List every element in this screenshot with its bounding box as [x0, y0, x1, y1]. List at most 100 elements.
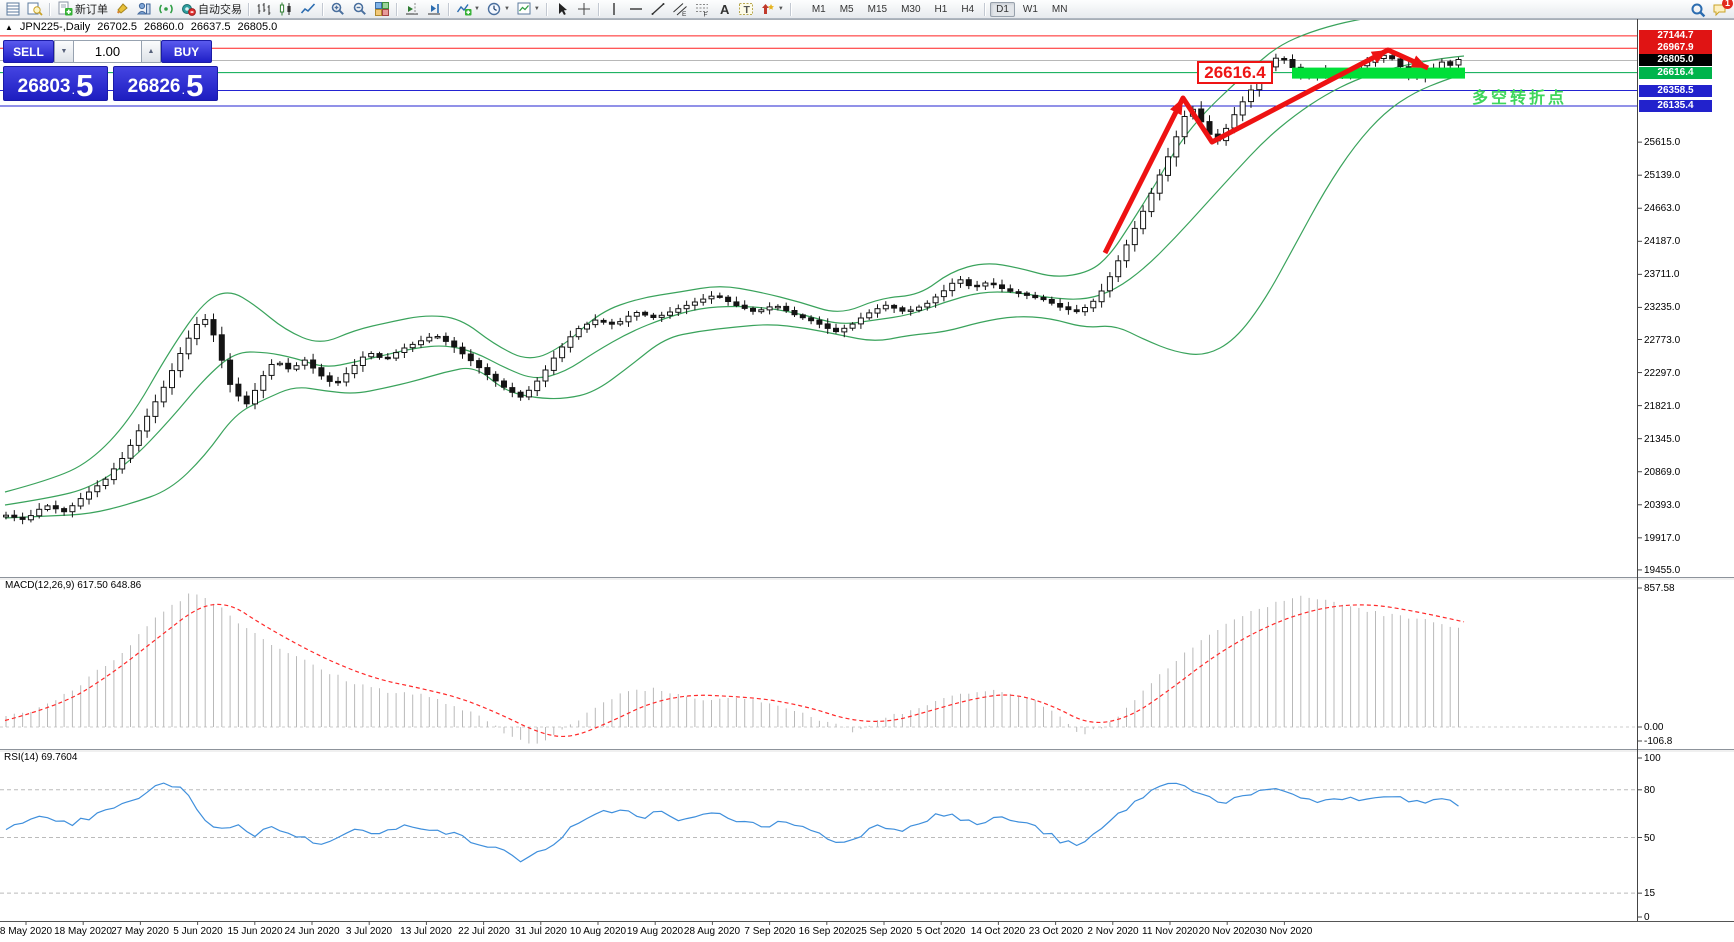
timeframe-w1-button[interactable]: W1 — [1022, 3, 1038, 15]
chart-line-button[interactable] — [298, 1, 318, 18]
volume-input[interactable] — [74, 40, 141, 63]
symbol-period-label: JPN225-,Daily — [19, 21, 91, 33]
timeframe-mn-button[interactable]: MN — [1051, 3, 1068, 15]
chart-canvas[interactable] — [0, 19, 1637, 921]
periods-clock-button[interactable]: ▼ — [484, 1, 512, 18]
sell-button[interactable]: SELL — [3, 40, 54, 63]
buy-button[interactable]: BUY — [161, 40, 212, 63]
x-axis-date: 8 May 2020 — [0, 926, 53, 937]
x-axis-date: 5 Oct 2020 — [916, 926, 966, 937]
svg-text:A: A — [720, 2, 730, 17]
autotrade-icon — [180, 1, 196, 17]
bollinger-lower-band — [4, 73, 1465, 519]
arrow-objects-button[interactable]: ▼ — [758, 1, 786, 18]
one-click-trade-panel: SELL ▼ ▲ BUY 26803 . 5 26826 . 5 — [3, 40, 218, 101]
fibonacci-button[interactable]: F — [692, 1, 712, 18]
chart-title-bar: ▲ JPN225-,Daily 26702.5 26860.0 26637.5 … — [5, 21, 277, 34]
auto-scroll-button[interactable] — [424, 1, 444, 18]
timeframe-h1-button[interactable]: H1 — [934, 3, 948, 15]
horizontal-line-button[interactable] — [626, 1, 646, 18]
y-axis-tick: 23235.0 — [1644, 302, 1681, 313]
rsi-axis-tick: 50 — [1644, 833, 1656, 844]
sell-price-int: 26803 — [17, 76, 71, 97]
timeframe-h4-button[interactable]: H4 — [961, 3, 975, 15]
new-order-button[interactable]: 新订单 — [55, 1, 110, 18]
signal-icon — [158, 1, 174, 17]
timeframe-d1-button[interactable]: D1 — [990, 1, 1015, 17]
x-axis-date: 15 Jun 2020 — [227, 926, 283, 937]
dropdown-caret-icon[interactable]: ▼ — [533, 6, 540, 12]
support-price-annotation[interactable]: 26616.4 — [1197, 61, 1273, 84]
timeframe-m30-button[interactable]: M30 — [901, 3, 921, 15]
x-axis-date: 31 Jul 2020 — [515, 926, 567, 937]
chart-shift-button[interactable] — [402, 1, 422, 18]
signal-button[interactable] — [156, 1, 176, 18]
macd-signal-line — [4, 603, 1465, 738]
toolbar-left-group: 新订单 自动交易 ▼ ▼ ▼ E F A T ▼ — [2, 1, 795, 18]
text-label-button[interactable]: T — [736, 1, 756, 18]
x-axis-date: 18 May 2020 — [54, 926, 112, 937]
x-axis-date: 24 Jun 2020 — [284, 926, 340, 937]
x-axis-date: 23 Oct 2020 — [1028, 926, 1084, 937]
styler-button[interactable] — [112, 1, 132, 18]
svg-text:E: E — [682, 11, 687, 17]
vertical-line-button[interactable] — [604, 1, 624, 18]
text-button[interactable]: A — [714, 1, 734, 18]
trendline-button[interactable] — [648, 1, 668, 18]
periods-clock-icon — [486, 1, 502, 17]
zoom-out-button[interactable] — [350, 1, 370, 18]
timeframe-m15-button[interactable]: M15 — [867, 3, 888, 15]
profiles-button[interactable] — [134, 1, 154, 18]
rsi-pane — [0, 782, 1637, 894]
timeframe-m1-button[interactable]: M1 — [811, 3, 826, 15]
zoom-in-button[interactable] — [328, 1, 348, 18]
chart-bars-button[interactable] — [254, 1, 274, 18]
price-tag-27144.7: 27144.7 — [1639, 30, 1712, 42]
macd-pane — [0, 593, 1637, 744]
buy-price-display[interactable]: 26826 . 5 — [113, 66, 218, 101]
toolbar-separator — [597, 2, 600, 16]
x-axis-date: 11 Nov 2020 — [1142, 926, 1198, 937]
rsi-line — [5, 782, 1459, 863]
profiles-icon — [136, 1, 152, 17]
toolbar-separator — [545, 2, 548, 16]
y-axis-tick: 20869.0 — [1644, 467, 1681, 478]
crosshair-button[interactable] — [574, 1, 594, 18]
chart-candles-button[interactable] — [276, 1, 296, 18]
tile-windows-button[interactable] — [372, 1, 392, 18]
window-list-button[interactable] — [3, 1, 23, 18]
buy-price-int: 26826 — [127, 76, 181, 97]
equidistant-channel-button[interactable]: E — [670, 1, 690, 18]
y-axis-tick: 24187.0 — [1644, 236, 1681, 247]
toolbar-separator — [322, 2, 324, 16]
data-window-button[interactable] — [25, 1, 45, 18]
sell-price-display[interactable]: 26803 . 5 — [3, 66, 108, 101]
x-axis-date: 10 Aug 2020 — [569, 926, 627, 937]
dropdown-caret-icon[interactable]: ▼ — [503, 6, 510, 12]
toolbar-search-button[interactable] — [1688, 1, 1708, 18]
y-axis-tick: 20393.0 — [1644, 500, 1681, 511]
cursor-arrow-button[interactable] — [552, 1, 572, 18]
y-axis-tick: 21821.0 — [1644, 401, 1681, 412]
y-axis-tick: 22297.0 — [1644, 368, 1681, 379]
x-axis-date: 22 Jul 2020 — [458, 926, 510, 937]
autotrade-button[interactable]: 自动交易 — [178, 1, 244, 18]
y-axis-tick: 19455.0 — [1644, 565, 1681, 576]
volume-decrease-button[interactable]: ▼ — [54, 40, 74, 63]
text-label-icon: T — [738, 1, 754, 17]
x-axis-date: 3 Jul 2020 — [345, 926, 393, 937]
templates-button[interactable]: ▼ — [514, 1, 542, 18]
data-window-icon — [27, 1, 43, 17]
timeframe-group: M1 M5 M15 M30 H1 H4 D1 W1 MN — [805, 1, 1075, 17]
dropdown-caret-icon[interactable]: ▼ — [474, 6, 480, 12]
ohlc-low: 26637.5 — [190, 21, 231, 33]
timeframe-m5-button[interactable]: M5 — [839, 3, 854, 15]
notifications-button[interactable]: 1 — [1710, 0, 1733, 18]
volume-increase-button[interactable]: ▲ — [141, 40, 161, 63]
symbol-expand-icon[interactable]: ▲ — [5, 23, 13, 32]
indicators-add-button[interactable]: ▼ — [454, 1, 482, 18]
sell-price-dec: 5 — [76, 68, 94, 103]
dropdown-caret-icon[interactable]: ▼ — [777, 6, 784, 12]
macd-axis-tick: 857.58 — [1644, 583, 1675, 594]
